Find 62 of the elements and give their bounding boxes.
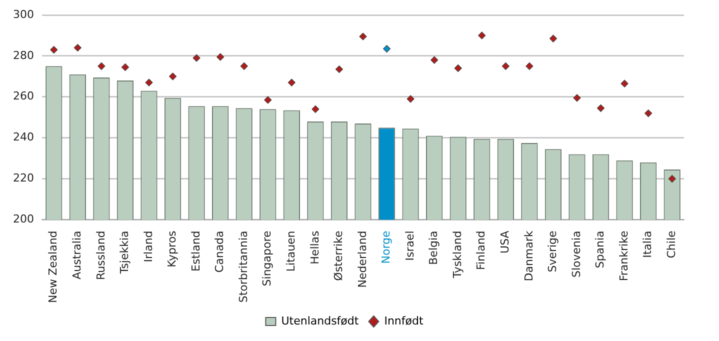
x-tick-label: Israel (403, 230, 416, 261)
point (526, 62, 534, 70)
x-tick-label: Australia (70, 230, 84, 280)
point (264, 96, 272, 104)
y-tick-label: 260 (12, 90, 34, 103)
point (121, 63, 130, 72)
point (406, 95, 414, 103)
x-tick-label: Chile (664, 230, 678, 258)
point (216, 53, 224, 61)
point (168, 72, 177, 80)
y-tick-label: 300 (12, 8, 34, 21)
y-tick-label: 240 (12, 130, 34, 144)
x-tick-label: Singapore (260, 230, 274, 286)
x-tick-label: Norge (380, 230, 393, 264)
point (478, 32, 486, 40)
point (192, 54, 200, 62)
x-tick-label: Danmark (522, 230, 536, 282)
point (454, 64, 462, 72)
x-tick-label: Storbritannia (236, 230, 250, 303)
point (573, 94, 581, 102)
x-tick-label: Hellas (308, 230, 322, 264)
x-tick-label: Tyskland (450, 230, 464, 280)
x-tick-label: New Zealand (46, 230, 60, 304)
x-tick-label: Spania (594, 230, 607, 268)
point (240, 62, 248, 70)
point (145, 78, 153, 86)
x-tick-label: Irland (142, 230, 155, 262)
point (335, 65, 344, 74)
x-tick-label: Frankrike (617, 230, 630, 282)
x-tick-label: Tsjekkia (118, 230, 132, 275)
x-tick-label: Italia (641, 230, 654, 258)
x-tick-label: Finland (474, 230, 488, 270)
x-tick-label: Estland (189, 230, 202, 272)
point (549, 34, 558, 42)
x-tick-label: Kypros (166, 230, 179, 268)
point (430, 56, 438, 64)
y-tick-label: 220 (12, 172, 34, 185)
point (359, 32, 367, 40)
x-tick-label: Russland (94, 230, 108, 280)
x-tick-label: Nederland (356, 230, 369, 288)
x-tick-label: Slovenia (570, 230, 583, 278)
x-tick-label: Belgia (427, 230, 440, 265)
point (312, 105, 320, 113)
point (620, 80, 628, 88)
point (644, 109, 652, 118)
legend-label: Innfødt (384, 314, 424, 328)
x-tick-label: Østerrike (332, 230, 346, 281)
y-tick-label: 200 (12, 212, 34, 226)
x-tick-label: USA (498, 230, 512, 254)
point (288, 78, 296, 86)
legend-label: Utenlandsfødt (281, 314, 360, 328)
x-tick-label: Litauen (284, 230, 298, 272)
point (74, 44, 82, 52)
point (50, 46, 58, 54)
point (502, 62, 510, 70)
point (98, 62, 106, 70)
point (596, 104, 605, 112)
point (382, 44, 391, 53)
point (668, 174, 676, 183)
y-tick-label: 280 (12, 48, 34, 62)
x-tick-label: Canada (213, 230, 226, 273)
x-tick-label: Sverige (546, 230, 560, 272)
